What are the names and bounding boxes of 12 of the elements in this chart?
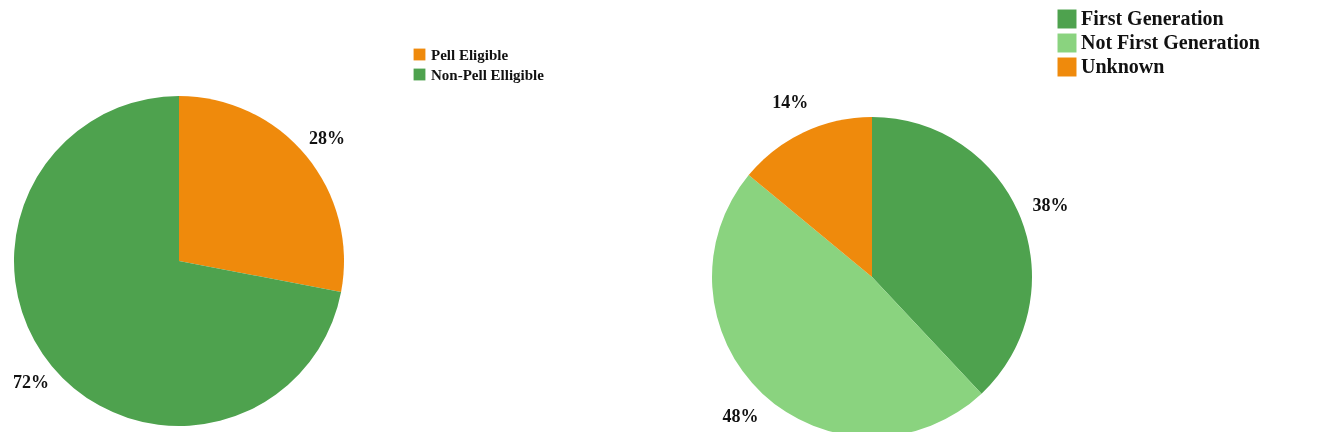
data-label: 14% xyxy=(772,92,809,113)
data-label: 48% xyxy=(722,405,759,426)
legend-label: Pell Eligible xyxy=(431,46,509,63)
legend-label: Not First Generation xyxy=(1081,31,1260,53)
pie-slice xyxy=(14,96,342,426)
data-label: 28% xyxy=(308,127,345,148)
legend-label: Unknown xyxy=(1081,55,1165,77)
data-label: 72% xyxy=(13,372,50,393)
data-label: 38% xyxy=(1032,195,1069,216)
legend-label: First Generation xyxy=(1081,7,1224,29)
legend-label: Non-Pell Elligible xyxy=(431,66,545,83)
pie-slice xyxy=(179,96,344,292)
